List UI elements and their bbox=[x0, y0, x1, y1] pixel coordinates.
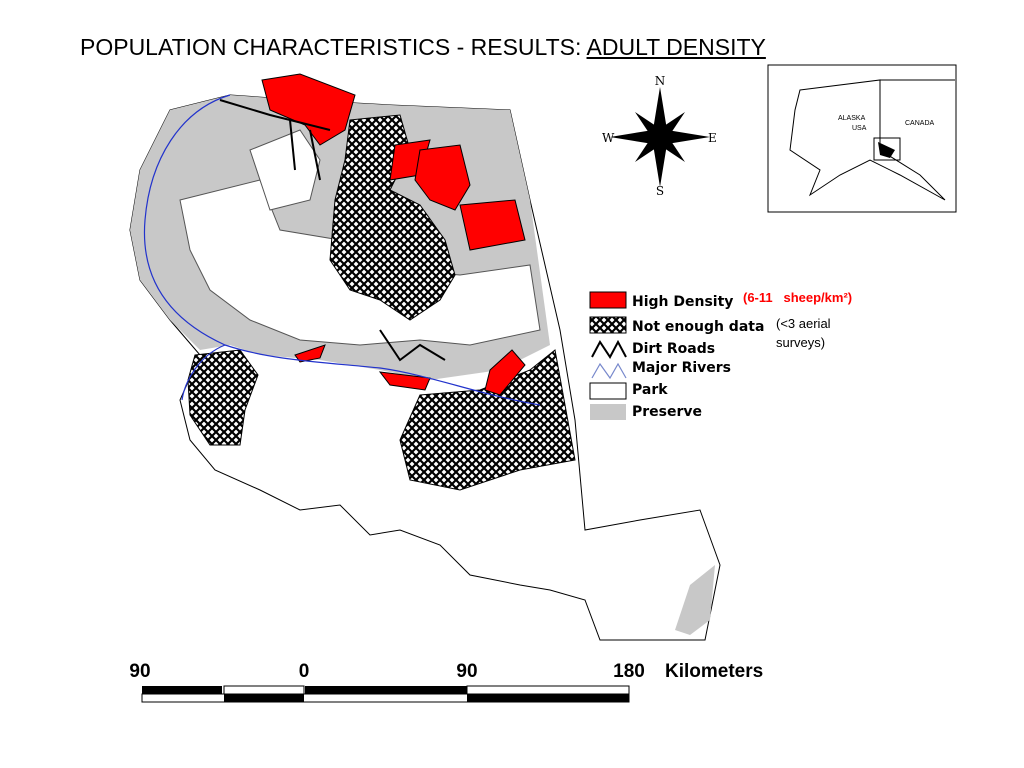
scale-label: 180 bbox=[613, 661, 645, 682]
high-density-area bbox=[484, 349, 526, 396]
inset-region: ALASKA bbox=[838, 115, 866, 122]
high-density-area bbox=[459, 199, 526, 251]
legend-swatch bbox=[589, 316, 627, 334]
scale-label: 90 bbox=[456, 661, 477, 682]
scale-label: 0 bbox=[299, 661, 310, 682]
high-density-areas bbox=[261, 73, 526, 396]
legend-label: Major Rivers bbox=[632, 360, 731, 376]
compass-south: S bbox=[656, 184, 664, 198]
scale-bar: 90 0 90 180 Kilometers bbox=[129, 661, 763, 703]
title-emphasis: ADULT DENSITY bbox=[586, 34, 766, 60]
no-data-area bbox=[187, 349, 259, 446]
legend-swatch bbox=[591, 362, 627, 380]
preserve-area bbox=[675, 565, 715, 635]
high-density-area bbox=[378, 371, 431, 391]
major-river bbox=[143, 94, 541, 406]
legend-swatch bbox=[589, 382, 627, 400]
legend-label: Park bbox=[632, 382, 668, 398]
compass-east: E bbox=[708, 131, 717, 145]
legend-label: High Density bbox=[632, 294, 733, 310]
no-data-note-box: (<3 aerial surveys) bbox=[776, 316, 831, 350]
title-prefix: POPULATION CHARACTERISTICS - RESULTS: bbox=[80, 34, 587, 60]
compass-west: W bbox=[602, 131, 615, 145]
legend-swatch bbox=[589, 291, 627, 309]
legend-label: Not enough data bbox=[632, 319, 764, 335]
legend: High Density Not enough data Dirt Roads … bbox=[589, 290, 852, 420]
scale-label: 90 bbox=[129, 661, 150, 682]
legend-swatch bbox=[590, 404, 626, 420]
dirt-road bbox=[219, 99, 446, 362]
legend-label: Dirt Roads bbox=[632, 341, 715, 357]
inset-country: USA bbox=[852, 125, 867, 132]
legend-swatch bbox=[591, 339, 627, 359]
high-density-area bbox=[414, 144, 471, 211]
compass-north: N bbox=[655, 74, 666, 88]
inset-neighbor: CANADA bbox=[905, 120, 935, 127]
high-density-note: (6-11 sheep/km²) bbox=[743, 290, 852, 305]
high-density-area bbox=[261, 73, 356, 146]
compass: N S E W bbox=[602, 74, 717, 198]
no-data-note: (<3 aerial surveys) bbox=[776, 316, 831, 350]
legend-label: Preserve bbox=[632, 404, 702, 420]
inset-map: ALASKA USA CANADA bbox=[767, 64, 957, 213]
title: POPULATION CHARACTERISTICS - RESULTS: AD… bbox=[80, 32, 780, 62]
scale-unit: Kilometers bbox=[665, 661, 763, 682]
